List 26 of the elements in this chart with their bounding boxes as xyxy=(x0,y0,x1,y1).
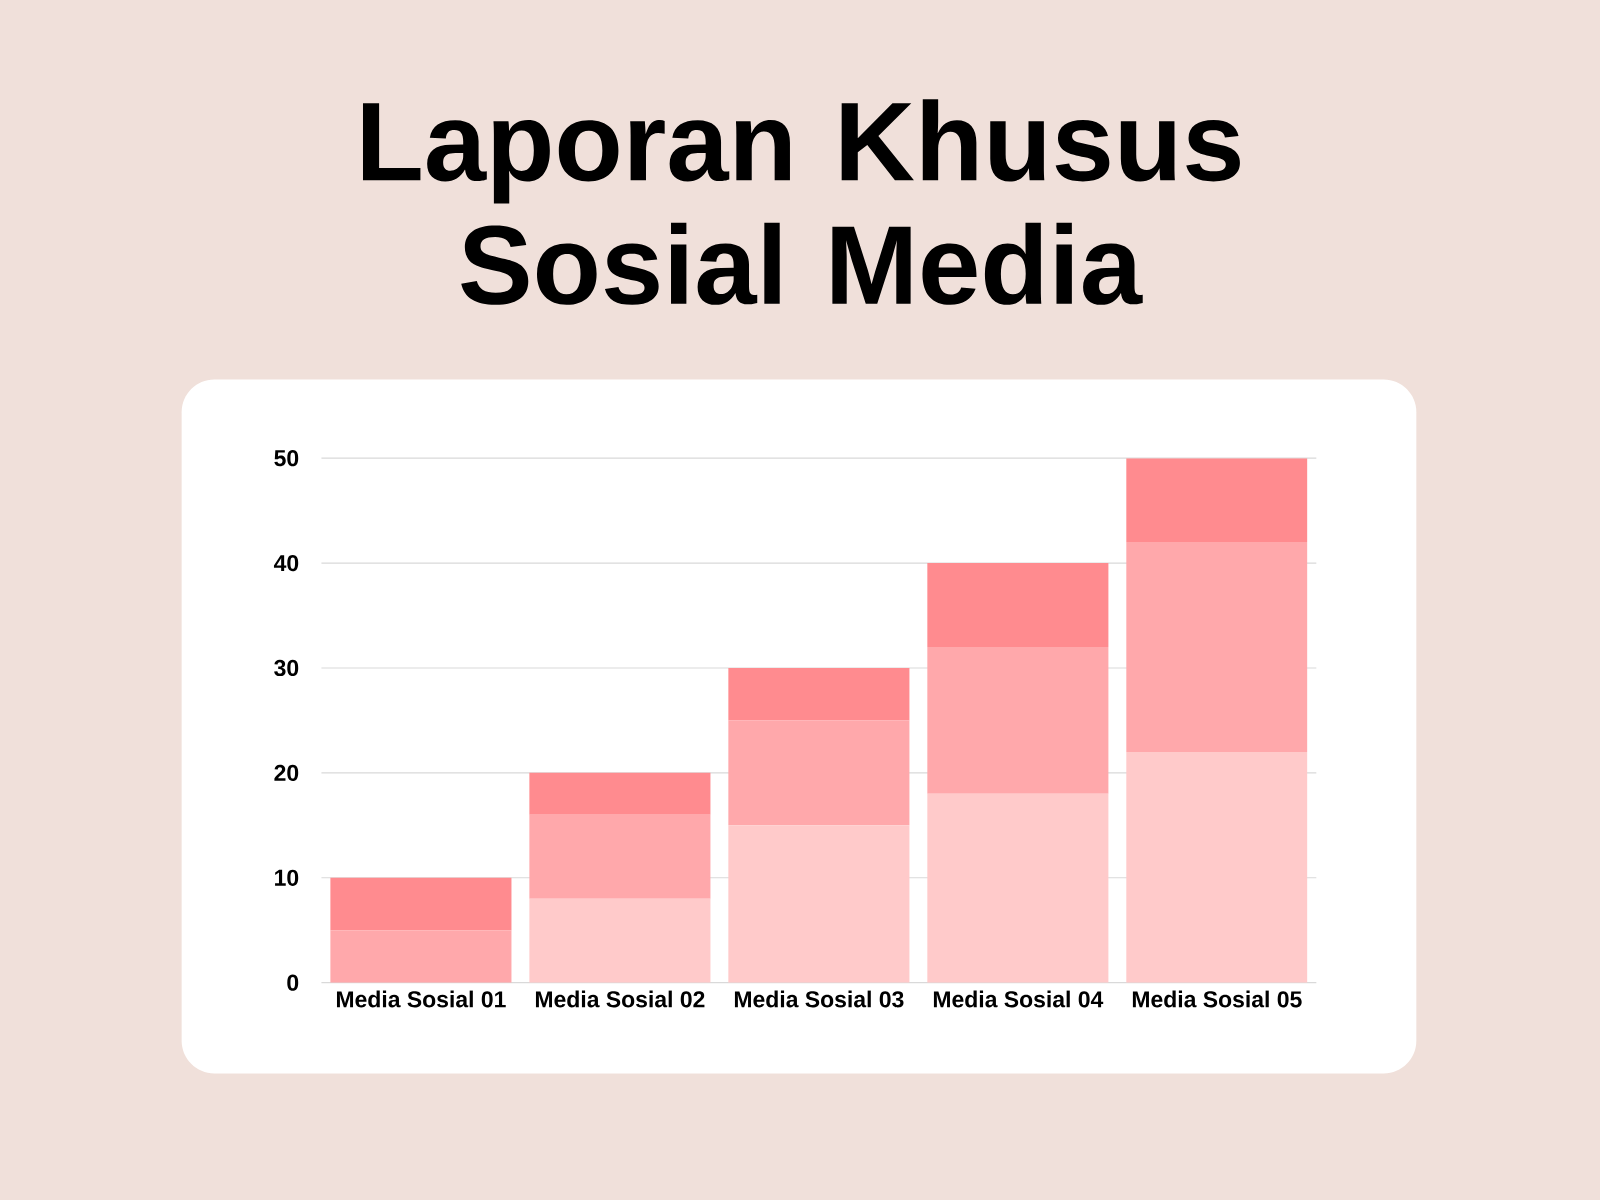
x-tick-label: Media Sosial 05 xyxy=(1132,990,1302,1008)
bar xyxy=(728,667,910,721)
y-tick-label: 0 xyxy=(287,974,299,991)
y-tick-label: 10 xyxy=(275,869,299,886)
bar xyxy=(1126,751,1308,983)
y-tick-label: 30 xyxy=(274,659,299,677)
bar xyxy=(330,930,512,983)
y-tick-label: 50 xyxy=(274,450,299,467)
bar xyxy=(529,898,711,983)
x-tick-label: Media Sosial 03 xyxy=(734,990,904,1008)
bar xyxy=(529,814,711,899)
x-tick-label: Media Sosial 02 xyxy=(535,990,705,1008)
bar xyxy=(1126,458,1308,543)
x-tick-label: Media Sosial 04 xyxy=(933,990,1104,1008)
y-tick-label: 20 xyxy=(274,764,299,781)
bar xyxy=(330,877,512,931)
bar xyxy=(529,772,711,815)
bar xyxy=(927,646,1109,794)
bar xyxy=(728,720,910,826)
bar xyxy=(1126,542,1308,752)
y-tick-label: 40 xyxy=(273,554,299,572)
bar xyxy=(927,563,1109,647)
bar xyxy=(728,825,910,983)
x-tick-label: Media Sosial 01 xyxy=(336,990,506,1008)
bar xyxy=(927,793,1109,983)
chart-title: Laporan Khusus Sosial Media xyxy=(363,99,1240,305)
